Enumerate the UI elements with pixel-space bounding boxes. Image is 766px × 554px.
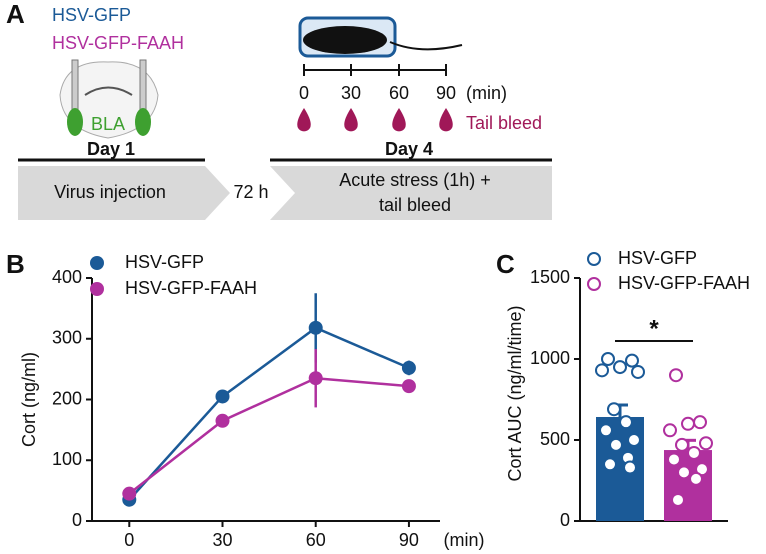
time-label: 90 [436,83,456,103]
panel-label: C [496,249,515,279]
interval-label: 72 h [233,182,268,202]
point [401,379,416,394]
legend-marker [90,256,104,270]
step-label: Virus injection [54,182,166,202]
y-tick-label: 1500 [530,267,570,287]
y-axis-label: Cort AUC (ng/ml/time) [505,305,525,481]
legend-text: HSV-GFP-FAAH [52,33,184,53]
restraint-tube [298,16,463,58]
point [215,389,230,404]
day-label: Day 4 [385,139,433,159]
data-point [623,460,637,475]
y-tick-label: 200 [52,388,82,408]
data-point [671,492,685,507]
x-tick-label: 90 [399,530,419,550]
blood-drop [439,108,453,132]
data-point [595,363,609,378]
legend-text: HSV-GFP [52,5,131,25]
region-label: BLA [91,114,125,134]
y-tick-label: 100 [52,449,82,469]
legend-marker [90,282,104,296]
data-point [631,364,645,379]
data-point [599,423,613,438]
panel-label: B [6,249,25,279]
data-point [619,415,633,430]
data-point [699,436,713,451]
brain-section [59,59,159,139]
y-tick-label: 0 [72,510,82,530]
x-axis-label: (min) [444,530,485,550]
data-point [681,416,695,431]
data-point [689,471,703,486]
series-line [128,326,410,501]
legend-marker [587,277,601,291]
legend-label: HSV-GFP [125,252,204,272]
legend-label: HSV-GFP [618,248,697,268]
data-point [607,402,621,417]
data-point [627,433,641,447]
blood-drop [297,108,311,132]
data-point [613,360,627,375]
point [401,360,416,375]
point [215,413,230,428]
point [122,486,137,501]
step-label: Acute stress (1h) + [339,170,491,190]
day-label: Day 1 [87,139,135,159]
panel-label: A [6,0,25,29]
series-line [128,376,410,495]
y-tick-label: 400 [52,267,82,287]
y-tick-label: 300 [52,328,82,348]
time-label: 0 [299,83,309,103]
data-point [669,368,683,383]
blood-drop [392,108,406,132]
x-tick-label: 0 [124,530,134,550]
y-tick-label: 0 [560,510,570,530]
data-point [609,437,623,452]
step-arrow [18,166,230,220]
data-point [663,423,677,438]
significance-label: * [649,315,659,342]
step-arrow [270,166,552,220]
y-tick-label: 500 [540,429,570,449]
time-label: 60 [389,83,409,103]
data-point [695,462,709,477]
data-point [693,415,707,430]
legend-label: HSV-GFP-FAAH [125,278,257,298]
legend-label: HSV-GFP-FAAH [618,273,750,293]
time-unit: (min) [466,83,507,103]
data-point [675,437,689,452]
point [308,320,323,335]
time-label: 30 [341,83,361,103]
x-tick-label: 30 [212,530,232,550]
data-point [625,353,639,368]
blood-drop [344,108,358,132]
data-point [677,465,691,480]
point [308,371,323,386]
tail-bleed-label: Tail bleed [466,113,542,133]
data-point [687,445,701,460]
step-label: tail bleed [379,195,451,215]
data-point [601,352,615,366]
y-tick-label: 1000 [530,348,570,368]
data-point [603,457,617,472]
y-axis-label: Cort (ng/ml) [19,352,39,447]
data-point [667,452,681,467]
x-tick-label: 60 [306,530,326,550]
legend-marker [587,252,601,266]
